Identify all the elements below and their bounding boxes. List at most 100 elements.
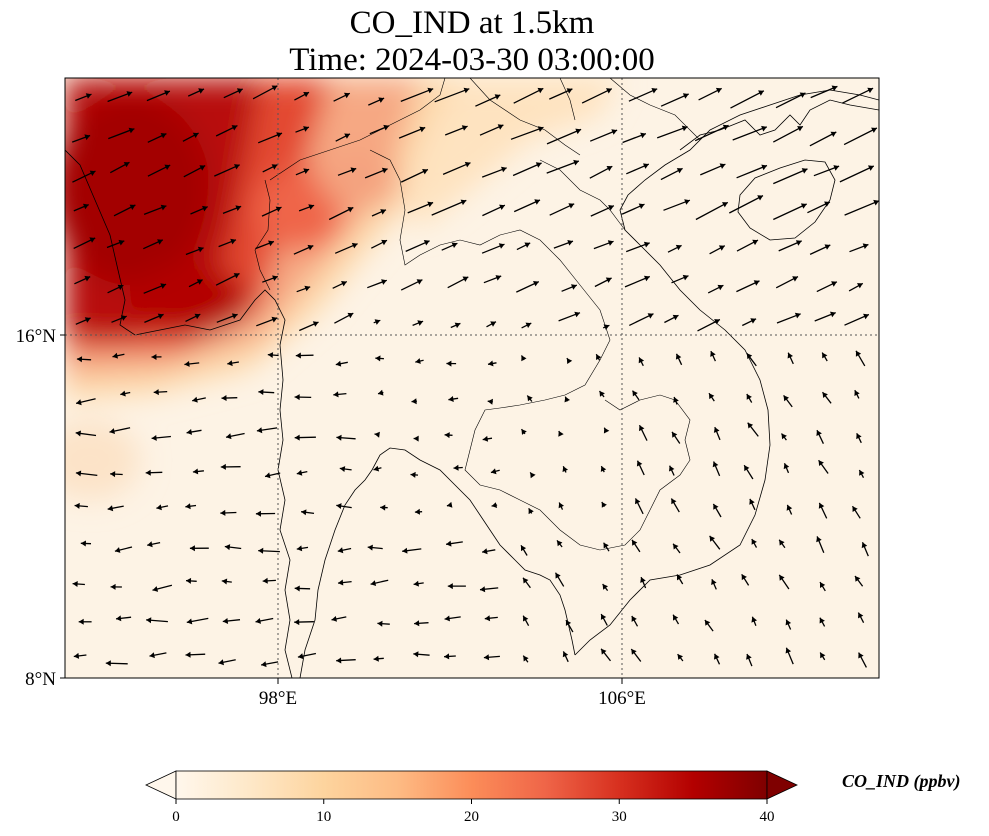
wind-arrow-head bbox=[800, 203, 807, 209]
wind-arrow-head bbox=[295, 352, 301, 359]
wind-arrow-shaft bbox=[729, 195, 764, 214]
wind-arrow-head bbox=[636, 460, 643, 467]
wind-arrow-head bbox=[164, 90, 170, 96]
wind-arrow-head bbox=[446, 540, 452, 547]
wind-arrow-head bbox=[160, 204, 167, 211]
colorbar-tick-label: 20 bbox=[464, 809, 479, 825]
wind-arrow-head bbox=[336, 434, 342, 441]
wind-arrow-head bbox=[461, 125, 468, 131]
wind-arrow-head bbox=[558, 431, 564, 437]
wind-arrow-head bbox=[498, 243, 505, 249]
lon-tick-label-98E: 98°E bbox=[259, 688, 297, 709]
wind-arrow-head bbox=[271, 164, 278, 170]
wind-arrow-head bbox=[375, 355, 381, 362]
wind-arrow-head bbox=[78, 618, 84, 625]
wind-arrow-head bbox=[749, 498, 755, 505]
wind-arrow-head bbox=[184, 361, 190, 367]
wind-arrow-head bbox=[573, 159, 579, 166]
wind-arrow-head bbox=[236, 88, 243, 94]
wind-arrow-head bbox=[483, 654, 490, 661]
wind-arrow-head bbox=[118, 239, 125, 246]
lat-tick-label-16N: 16°N bbox=[16, 326, 57, 347]
wind-arrow-head bbox=[80, 540, 86, 547]
wind-arrow-head bbox=[830, 131, 837, 137]
wind-arrow-shaft bbox=[775, 92, 806, 109]
wind-arrow-head bbox=[160, 283, 167, 289]
wind-arrow-head bbox=[129, 204, 136, 210]
wind-arrow-head bbox=[779, 539, 785, 546]
wind-arrow-head bbox=[643, 241, 650, 248]
wind-arrow-head bbox=[783, 463, 790, 470]
wind-arrow-head bbox=[297, 653, 304, 660]
wind-arrow-head bbox=[673, 397, 679, 403]
wind-arrow-head bbox=[495, 275, 502, 281]
wind-vectors bbox=[71, 85, 879, 668]
wind-arrow-head bbox=[265, 472, 271, 479]
wind-arrow-head bbox=[715, 87, 722, 94]
wind-arrow-head bbox=[499, 204, 505, 210]
wind-arrow-head bbox=[192, 468, 199, 475]
wind-arrow-head bbox=[220, 463, 226, 470]
wind-arrow-head bbox=[338, 579, 344, 586]
map-subtitle-time: Time: 2024-03-30 03:00:00 bbox=[289, 42, 654, 78]
wind-arrow-head bbox=[824, 244, 831, 250]
wind-arrow-head bbox=[152, 586, 159, 592]
wind-arrow-head bbox=[606, 88, 612, 94]
wind-arrow-head bbox=[235, 205, 242, 211]
wind-arrow-head bbox=[816, 536, 822, 543]
colorbar-extend-high bbox=[766, 770, 798, 800]
wind-arrow-head bbox=[528, 508, 534, 515]
wind-arrow-head bbox=[231, 125, 238, 131]
wind-arrow-head bbox=[373, 465, 380, 472]
wind-arrow-head bbox=[186, 618, 193, 625]
wind-arrow-head bbox=[294, 619, 300, 626]
wind-arrow-head bbox=[255, 618, 261, 624]
wind-arrow-head bbox=[675, 244, 682, 251]
wind-arrow-head bbox=[635, 498, 641, 505]
wind-arrow-head bbox=[271, 316, 278, 323]
wind-arrow-head bbox=[294, 434, 300, 441]
wind-arrow-head bbox=[712, 461, 719, 468]
wind-arrow-head bbox=[521, 545, 527, 552]
wind-arrow-head bbox=[484, 615, 491, 622]
wind-arrow-head bbox=[447, 583, 453, 590]
wind-arrow-head bbox=[801, 168, 808, 174]
wind-arrow-head bbox=[603, 542, 609, 549]
wind-arrow-head bbox=[651, 88, 658, 94]
wind-arrow-head bbox=[112, 352, 118, 359]
wind-arrow-head bbox=[677, 654, 683, 660]
wind-arrow-head bbox=[711, 579, 717, 585]
wind-arrow-head bbox=[631, 649, 637, 655]
wind-arrow-head bbox=[786, 504, 793, 511]
wind-arrow-head bbox=[555, 572, 561, 579]
wind-arrow-head bbox=[84, 317, 91, 323]
wind-arrow-head bbox=[611, 129, 618, 135]
wind-arrow-head bbox=[147, 541, 153, 548]
wind-arrow-head bbox=[568, 203, 575, 209]
wind-arrow-head bbox=[525, 322, 532, 328]
wind-arrow-head bbox=[855, 576, 861, 582]
wind-arrow-head bbox=[374, 319, 381, 325]
wind-arrow-head bbox=[454, 322, 461, 329]
wind-arrow-head bbox=[677, 574, 683, 581]
wind-arrow-head bbox=[380, 504, 386, 511]
wind-arrow-shaft bbox=[839, 165, 875, 183]
wind-arrow-head bbox=[199, 165, 206, 171]
wind-arrow-head bbox=[785, 647, 792, 654]
wind-arrow-head bbox=[462, 276, 469, 282]
wind-arrow-head bbox=[145, 469, 151, 476]
wind-arrow-head bbox=[632, 390, 638, 397]
wind-arrow-head bbox=[562, 466, 568, 472]
wind-arrow-head bbox=[186, 577, 192, 584]
wind-arrow-head bbox=[294, 394, 300, 401]
wind-arrow-head bbox=[761, 164, 767, 171]
wind-arrow-head bbox=[128, 127, 135, 134]
wind-arrow-head bbox=[427, 87, 434, 94]
wind-arrow-head bbox=[337, 547, 344, 554]
wind-arrow-head bbox=[123, 162, 130, 168]
map-frame bbox=[64, 77, 880, 679]
wind-arrow-head bbox=[427, 201, 434, 208]
wind-arrow-head bbox=[110, 471, 116, 478]
wind-arrow-head bbox=[194, 313, 201, 320]
wind-arrow-head bbox=[84, 134, 91, 141]
